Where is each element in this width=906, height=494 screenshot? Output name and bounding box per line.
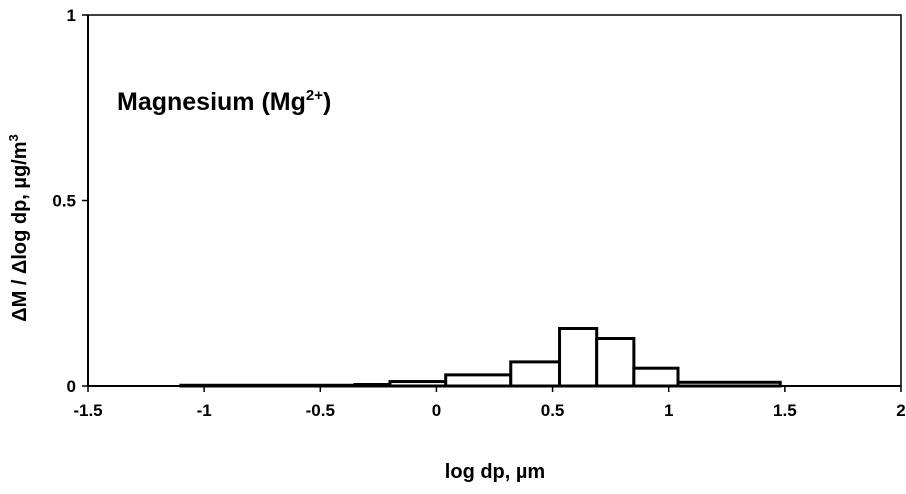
annotation-superscript: 2+ <box>306 87 323 104</box>
x-axis-ticks: -1.5 -1 -0.5 0 0.5 1 1.5 2 <box>73 386 906 420</box>
y-tick-label: 1 <box>67 6 76 25</box>
y-axis-label-superscript: 3 <box>6 134 21 141</box>
histogram-bar <box>558 326 599 388</box>
annotation-close: ) <box>323 88 331 116</box>
x-tick-label: 1.5 <box>773 401 797 420</box>
chart-annotation: Magnesium (Mg2+) <box>117 87 331 116</box>
x-tick-label: -1 <box>197 401 212 420</box>
histogram-bars <box>179 326 782 388</box>
histogram-bar <box>632 366 680 388</box>
x-tick-label: -1.5 <box>73 401 102 420</box>
y-tick-label: 0.5 <box>52 192 76 211</box>
histogram-bar <box>444 373 513 388</box>
x-tick-label: 0.5 <box>541 401 565 420</box>
x-tick-label: 2 <box>896 401 905 420</box>
x-tick-label: 0 <box>432 401 441 420</box>
annotation-main: Magnesium (Mg <box>117 88 306 116</box>
y-axis-label: ΔM / Δlog dp, µg/m3 <box>6 134 31 322</box>
x-tick-label: 1 <box>664 401 673 420</box>
x-axis-label: log dp, µm <box>445 461 545 483</box>
y-axis-label-main: ΔM / Δlog dp, µg/m <box>9 141 31 321</box>
histogram-bar <box>595 337 636 388</box>
x-tick-label: -0.5 <box>306 401 335 420</box>
y-axis-ticks: 00.51 <box>52 6 88 396</box>
y-tick-label: 0 <box>67 377 76 396</box>
plot-area-frame <box>87 14 902 387</box>
histogram-bar <box>509 360 562 388</box>
